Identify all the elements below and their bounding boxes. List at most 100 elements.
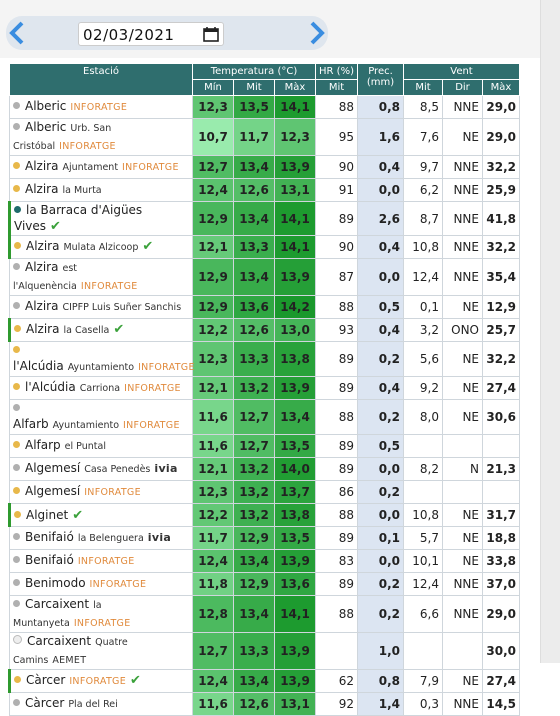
value-cell: 87 (315, 258, 358, 296)
value-cell: 89 (315, 201, 358, 236)
next-day[interactable] (306, 20, 328, 46)
value-cell: 11,7 (233, 118, 275, 156)
station-cell: Benifaió la Belenguera ivia (9, 526, 193, 550)
value-cell: 10,7 (192, 118, 234, 156)
value-cell: 13,1 (274, 692, 316, 716)
value-cell: 32,2 (482, 235, 520, 259)
value-cell (442, 632, 483, 670)
value-cell: 0,0 (357, 457, 404, 481)
value-cell: NNE (442, 258, 483, 296)
status-dot (13, 600, 20, 607)
value-cell: 14,1 (274, 235, 316, 259)
station-row: Càrcer INFORATGE ✔ 12,4 13,4 13,9 62 0,8 7,9 NE 27… (8, 669, 520, 693)
prev-day[interactable] (6, 20, 28, 46)
value-cell: 88 (315, 595, 358, 633)
value-cell: 18,8 (482, 526, 520, 550)
value-cell: 1,0 (357, 632, 404, 670)
value-cell: 13,4 (233, 155, 275, 179)
status-dot (13, 346, 20, 353)
station-row: Carcaixent la Muntanyeta INFORATGE 12,8 13,4… (9, 595, 520, 633)
value-cell: NNE (442, 201, 483, 236)
station-place: est l'Alquenència (13, 263, 77, 292)
station-place: Mulata Alzicoop (63, 242, 139, 253)
value-cell: 89 (315, 572, 358, 596)
status-dot (13, 579, 20, 586)
stations-table: Estació Temperatura (°C) HR (%) Prec. (m… (8, 63, 520, 716)
calendar-icon[interactable] (203, 26, 219, 42)
subheader: Màx (482, 79, 520, 96)
value-cell: 7,9 (403, 669, 443, 693)
value-cell: 27,4 (482, 669, 520, 693)
value-cell: 1,6 (357, 118, 404, 156)
station-name: la Barraca d'Aigües Vives (14, 203, 143, 233)
station-cell: Carcaixent la Muntanyeta INFORATGE (9, 595, 193, 633)
station-cell: l'Alcúdia Carriona INFORATGE (9, 376, 193, 400)
status-dot (13, 487, 20, 494)
value-cell: 0,5 (357, 434, 404, 458)
value-cell: 95 (315, 118, 358, 156)
value-cell: 13,2 (233, 503, 275, 527)
station-place: Urb. San Cristóbal (13, 123, 112, 152)
value-cell: 13,6 (274, 572, 316, 596)
value-cell: 13,3 (233, 341, 275, 377)
station-name: Algemesí (25, 461, 81, 475)
value-cell: NNE (442, 95, 483, 119)
value-cell: 90 (315, 155, 358, 179)
status-dot (13, 302, 20, 309)
value-cell: 12,9 (482, 295, 520, 319)
value-cell: 0,0 (357, 549, 404, 573)
station-name: Alzira (26, 239, 60, 253)
header: Temperatura (°C) (192, 63, 316, 80)
station-place: Pla del Rei (68, 699, 118, 710)
station-source: INFORATGE (73, 618, 131, 629)
station-name: l'Alcúdia (13, 359, 64, 373)
station-source: INFORATGE (80, 281, 138, 292)
value-cell: 93 (315, 318, 358, 342)
value-cell: 12,4 (403, 258, 443, 296)
value-cell: 13,9 (274, 632, 316, 670)
value-cell: 8,5 (403, 95, 443, 119)
status-dot (14, 510, 21, 518)
value-cell: 14,5 (482, 692, 520, 716)
value-cell: NE (442, 118, 483, 156)
value-cell: 13,1 (274, 178, 316, 202)
station-place: CIPFP Luis Suñer Sanchis (62, 302, 182, 313)
value-cell: 10,1 (403, 549, 443, 573)
station-source: AEMET (52, 655, 87, 666)
value-cell: NE (442, 549, 483, 573)
station-row: Alzira Mulata Alzicoop ✔ 12,1 13,3 14,1 90 0,4 1… (8, 235, 520, 259)
station-name: Alzira (25, 260, 59, 274)
verified-icon: ✔ (50, 219, 61, 234)
value-cell: 88 (315, 399, 358, 435)
station-source: INFORATGE (89, 579, 147, 590)
status-dot (13, 383, 20, 390)
value-cell (315, 632, 358, 670)
verified-icon: ✔ (130, 673, 141, 688)
station-row: Benifaió INFORATGE 12,4 13,4 13,9 83 0,0 10,1 NE… (9, 549, 520, 573)
value-cell: 25,9 (482, 178, 520, 202)
status-dot (14, 325, 21, 332)
value-cell: 32,2 (482, 155, 520, 179)
station-row: Càrcer Pla del Rei 11,6 12,6 13,1 92 1,4 0,3 NNE… (9, 692, 520, 716)
value-cell: 12,1 (192, 376, 234, 400)
value-cell: 13,4 (233, 669, 275, 693)
value-cell: 31,7 (482, 503, 520, 527)
status-dot (13, 699, 20, 706)
value-cell: ONO (442, 318, 483, 342)
value-cell: 32,2 (482, 341, 520, 377)
value-cell: 13,4 (233, 201, 275, 236)
value-cell: 13,8 (274, 503, 316, 527)
station-row: Alfarb Ayuntamiento INFORATGE 11,6 12,7 13,4 8… (9, 399, 520, 435)
station-cell: Alzira Ajuntament INFORATGE (9, 155, 193, 179)
subheader: Mit (403, 79, 443, 96)
table-body: Alberic INFORATGE 12,3 13,5 14,1 88 0,8 8,5 NNE 2… (8, 95, 520, 716)
station-name: Alzira (25, 159, 59, 173)
status-dot (14, 242, 21, 249)
value-cell: 27,4 (482, 376, 520, 400)
value-cell: 13,4 (233, 258, 275, 296)
value-cell: 90 (315, 235, 358, 259)
station-cell: Algemesí INFORATGE (9, 480, 193, 504)
value-cell: 13,5 (274, 526, 316, 550)
date-input[interactable]: 02/03/2021 (78, 22, 224, 46)
value-cell: 8,2 (403, 457, 443, 481)
